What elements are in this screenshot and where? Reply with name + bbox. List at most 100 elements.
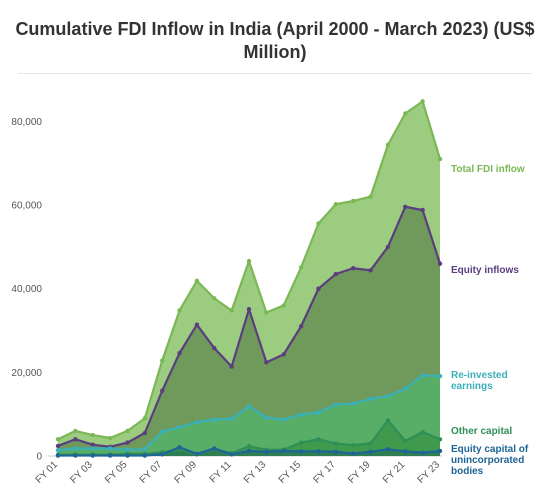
data-point [437,156,443,162]
data-point [264,415,269,420]
data-point [229,364,234,369]
data-point [107,435,113,441]
x-tick-label: FY 11 [208,459,234,485]
data-point [246,448,252,454]
data-point [333,449,339,455]
data-point [350,198,356,204]
data-point [264,360,269,365]
data-point [73,453,78,458]
data-point [403,111,408,116]
data-point [368,441,373,446]
data-point [316,221,321,226]
data-point [298,324,304,329]
x-axis-ticks: FY 01 FY 03 FY 05 FY 07 FY 09 FY 11 FY 13 FY 15… [34,459,443,486]
chart-title: Cumulative FDI Inflow in India (April 20… [0,18,550,64]
x-tick-label: FY 05 [103,459,130,486]
x-tick-label: FY 01 [34,459,61,486]
series-areas [58,101,440,456]
area-series-2 [58,206,440,456]
y-tick-label: 20,000 [11,368,42,379]
data-point [125,440,130,445]
chart-title-line-2: Million) [243,42,307,62]
data-point [212,417,217,422]
data-point [281,303,286,308]
x-tick-label: FY 19 [346,459,373,486]
area-series-4 [58,420,440,456]
series-label-3: Re-invested earnings [451,370,508,392]
series-labels: Total FDI inflow Equity inflows Re-investe… [451,164,529,477]
data-point [281,448,286,454]
data-point [177,350,182,356]
data-point [437,448,443,454]
data-point [246,307,252,312]
data-point [368,194,373,199]
data-point [350,266,356,271]
data-point [368,396,373,401]
data-point [194,419,200,425]
x-tick-label: FY 03 [68,459,95,486]
data-point [437,373,443,379]
data-point [281,352,286,357]
data-point [403,438,408,444]
data-point [142,447,148,452]
data-point [177,445,182,450]
data-point [350,401,356,406]
data-point [333,202,339,207]
data-point [368,268,373,273]
data-point [55,447,61,453]
data-point [90,432,95,438]
x-tick-label: FY 17 [311,459,338,486]
chart-title-line-1: Cumulative FDI Inflow in India (April 20… [15,19,535,39]
data-point [264,449,269,455]
x-tick-label: FY 09 [173,459,200,486]
data-point [212,446,217,451]
data-point [403,449,408,454]
data-point [385,142,391,148]
data-point [298,449,304,454]
data-point [229,308,234,313]
data-point [437,261,443,266]
data-point [55,453,61,458]
data-point [194,451,200,457]
data-point [212,296,217,301]
data-point [298,440,304,445]
data-point [159,452,165,457]
x-tick-label: FY 23 [416,459,443,486]
data-point [246,258,252,264]
data-point [194,278,200,283]
y-tick-label: 0 [36,452,42,463]
x-tick-label: FY 15 [277,459,304,486]
y-tick-label: 40,000 [11,284,42,295]
data-point [385,394,391,399]
data-point [403,204,408,209]
data-point [246,404,252,409]
data-point [420,373,425,378]
series-label-2: Equity inflows [451,265,519,276]
data-point [316,437,321,442]
data-point [73,437,78,442]
data-point [316,449,321,454]
area-series-3 [58,375,440,456]
data-point [298,265,304,270]
y-tick-label: 80,000 [11,117,42,128]
data-point [229,452,234,457]
data-point [385,244,391,250]
data-point [107,446,113,451]
data-point [420,207,425,213]
data-point [90,453,95,458]
data-point [142,430,148,436]
data-point [420,99,425,104]
data-point [55,437,61,442]
data-point [437,437,443,442]
data-point [177,424,182,430]
data-point [350,451,356,456]
data-point [90,446,95,451]
series-label-4: Other capital [451,426,512,437]
data-point [125,453,130,458]
data-point [73,428,78,434]
x-tick-label: FY 21 [381,459,408,486]
y-axis-ticks: 0 20,000 40,000 60,000 80,000 [11,117,42,463]
data-point [159,388,165,393]
data-point [229,416,234,421]
x-tick-label: FY 07 [138,459,165,486]
